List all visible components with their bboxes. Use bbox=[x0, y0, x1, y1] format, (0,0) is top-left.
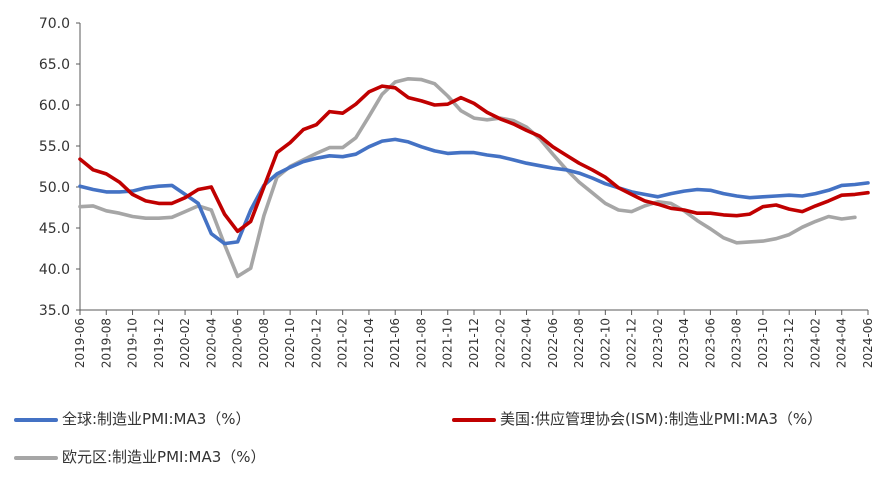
legend-label-euro: 欧元区:制造业PMI:MA3（%） bbox=[62, 448, 266, 466]
legend-swatch-euro bbox=[14, 455, 58, 460]
legend-label-us: 美国:供应管理协会(ISM):制造业PMI:MA3（%） bbox=[500, 410, 823, 428]
x-tick-label: 2020-12 bbox=[309, 318, 323, 368]
line-chart: 35.0 40.0 45.0 50.0 55.0 60.0 65.0 70.0 2019-06… bbox=[39, 16, 875, 368]
x-tick-label: 2019-12 bbox=[152, 318, 166, 368]
x-tick-label: 2023-04 bbox=[677, 318, 691, 368]
x-tick-label: 2021-08 bbox=[414, 318, 428, 368]
x-tick-label: 2022-08 bbox=[572, 318, 586, 368]
x-tick-label: 2021-04 bbox=[362, 318, 376, 368]
legend-swatch-global bbox=[14, 417, 58, 422]
x-tick-label: 2022-10 bbox=[598, 318, 612, 368]
x-tick-label: 2021-06 bbox=[388, 318, 402, 368]
series-line-us bbox=[78, 84, 870, 234]
legend-item-global: 全球:制造业PMI:MA3（%） bbox=[14, 408, 251, 429]
y-tick-label: 65.0 bbox=[39, 57, 70, 73]
y-tick-label: 55.0 bbox=[39, 139, 70, 155]
y-tick-label: 40.0 bbox=[39, 262, 70, 278]
legend-item-euro: 欧元区:制造业PMI:MA3（%） bbox=[14, 446, 266, 467]
x-tick-label: 2024-04 bbox=[835, 318, 849, 368]
x-tick-label: 2022-06 bbox=[546, 318, 560, 368]
legend-item-us: 美国:供应管理协会(ISM):制造业PMI:MA3（%） bbox=[452, 408, 822, 429]
x-tick-label: 2023-12 bbox=[782, 318, 796, 368]
x-axis: 2019-06 2019-08 2019-10 2019-12 2020-02 2020-… bbox=[73, 309, 875, 368]
series-line-global bbox=[78, 137, 870, 246]
y-tick-label: 60.0 bbox=[39, 98, 70, 114]
x-tick-label: 2024-02 bbox=[808, 318, 822, 368]
y-tick-label: 70.0 bbox=[39, 16, 70, 32]
x-tick-label: 2022-04 bbox=[520, 318, 534, 368]
legend-swatch-us bbox=[452, 417, 496, 422]
x-tick-label: 2019-10 bbox=[126, 318, 140, 368]
x-tick-label: 2021-02 bbox=[336, 318, 350, 368]
y-axis: 35.0 40.0 45.0 50.0 55.0 60.0 65.0 70.0 bbox=[39, 16, 81, 319]
x-tick-label: 2020-02 bbox=[178, 318, 192, 368]
x-tick-label: 2019-06 bbox=[73, 318, 87, 368]
series-lines bbox=[78, 77, 870, 279]
x-tick-label: 2019-08 bbox=[99, 318, 113, 368]
x-tick-label: 2020-04 bbox=[204, 318, 218, 368]
x-tick-label: 2020-10 bbox=[283, 318, 297, 368]
x-tick-label: 2020-08 bbox=[257, 318, 271, 368]
x-tick-label: 2024-06 bbox=[861, 318, 875, 368]
series-line-euro bbox=[78, 77, 857, 279]
x-tick-label: 2023-02 bbox=[651, 318, 665, 368]
y-tick-label: 35.0 bbox=[39, 303, 70, 319]
x-tick-label: 2023-06 bbox=[703, 318, 717, 368]
x-tick-label: 2022-02 bbox=[493, 318, 507, 368]
legend-label-global: 全球:制造业PMI:MA3（%） bbox=[62, 410, 251, 428]
y-tick-label: 45.0 bbox=[39, 221, 70, 237]
x-tick-label: 2023-08 bbox=[730, 318, 744, 368]
x-tick-label: 2022-12 bbox=[625, 318, 639, 368]
x-tick-label: 2021-10 bbox=[441, 318, 455, 368]
x-tick-label: 2023-10 bbox=[756, 318, 770, 368]
x-tick-label: 2021-12 bbox=[467, 318, 481, 368]
x-tick-label: 2020-06 bbox=[231, 318, 245, 368]
y-tick-label: 50.0 bbox=[39, 180, 70, 196]
